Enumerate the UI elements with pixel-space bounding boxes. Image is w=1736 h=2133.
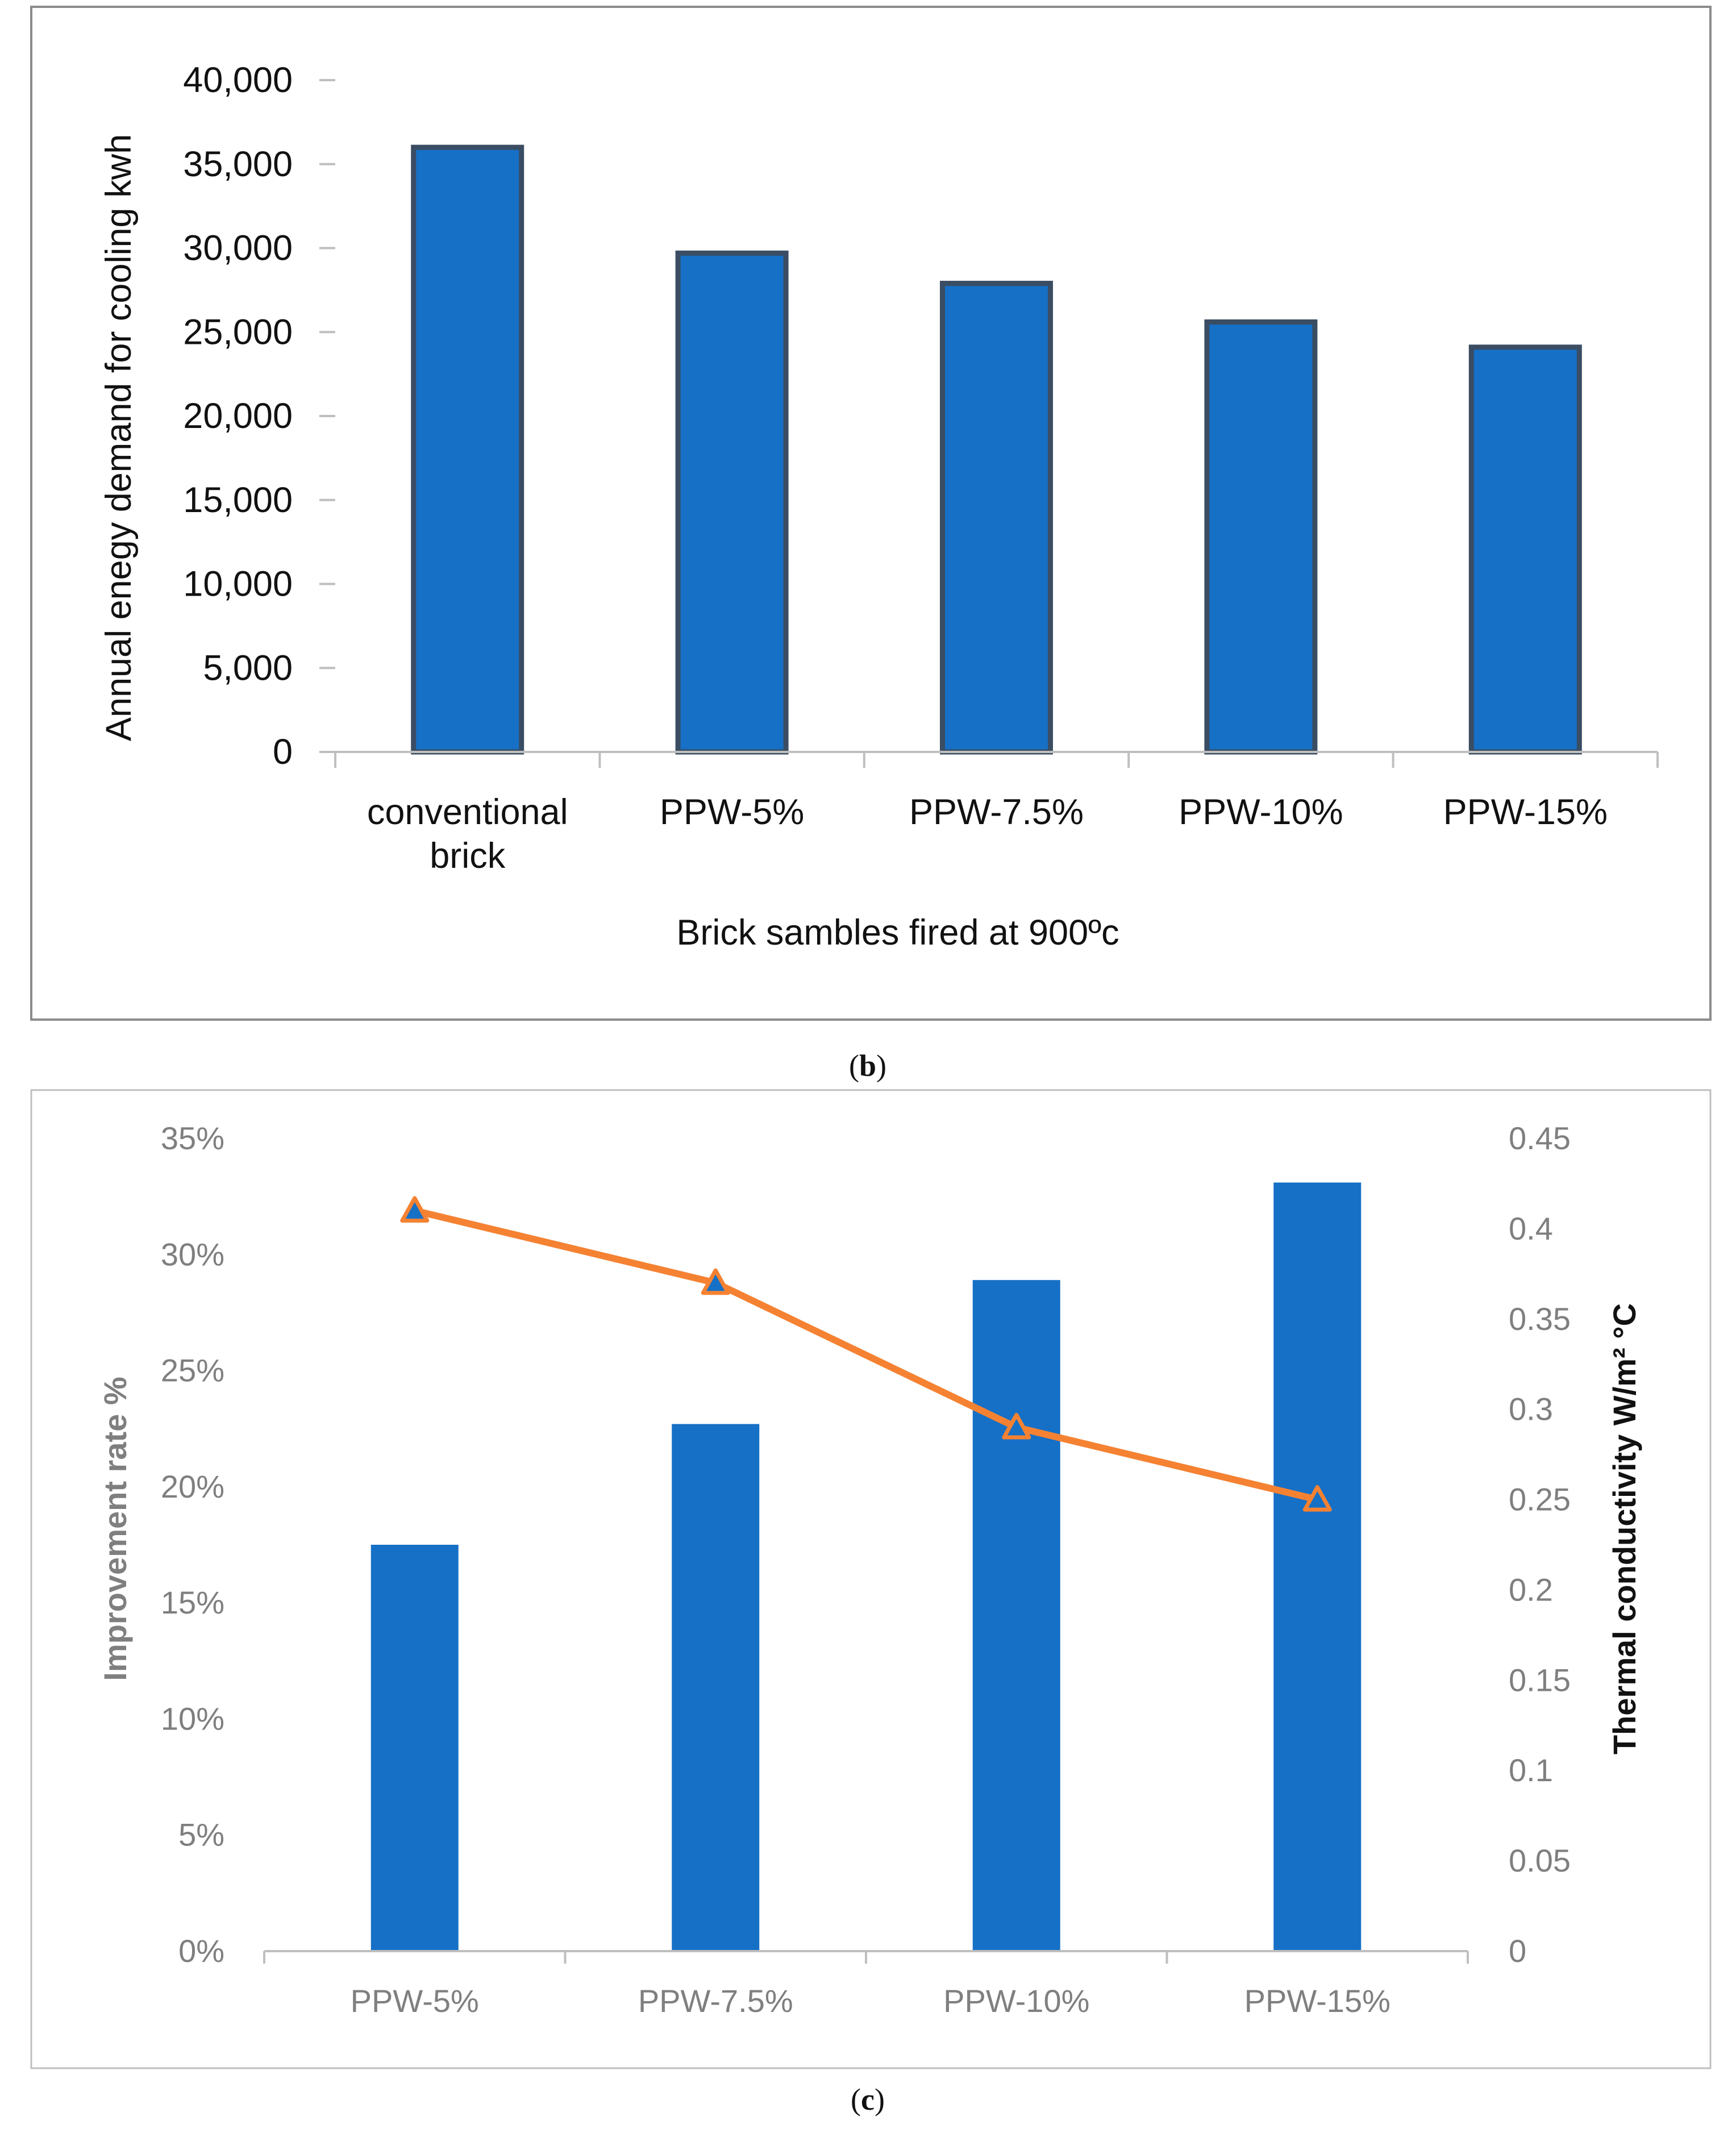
panel-c-right-tick-label: 0 [1509,1933,1526,1969]
panel-c-line-marker-triangle [1302,1485,1332,1512]
panel-c-bar [370,1545,459,1951]
panel-b-x-axis-labels: conventional brick PPW-5% PPW-7.5% PPW-10% PP… [367,792,1608,876]
caption-c: (c) [851,2082,885,2117]
panel-c-bar [1273,1182,1362,1951]
caption-b-letter: b [859,1049,876,1083]
panel-c-left-tick-label: 20% [161,1469,224,1504]
panel-c-right-axis-title: Thermal conductivity W/m² °C [1606,1303,1642,1754]
panel-c-line [414,1207,1318,1503]
panel-c-x-tick-label: PPW-7.5% [638,1983,793,2019]
panel-c-chart: 0% 5% 10% 15% 20% 25% 30% 35% 0 0.05 0.1 0.15 0.2 0.… [30,1089,1712,2069]
panel-b-x-tick-label: conventional brick [367,792,568,876]
panel-b-x-tick-label: PPW-15% [1443,792,1608,832]
panel-b-x-tick-label: PPW-7.5% [909,792,1084,832]
panel-c-left-tick-label: 0% [178,1933,224,1969]
panel-c-line-marker-triangle [1002,1412,1031,1440]
panel-c-line-series [400,1196,1332,1512]
panel-c-left-axis-title: Improvement rate % [97,1377,133,1681]
panel-c-right-tick-label: 0.1 [1509,1752,1553,1788]
panel-c-left-tick-label: 30% [161,1236,224,1272]
panel-c-right-tick-label: 0.25 [1509,1482,1571,1517]
panel-c-right-tick-label: 0.2 [1509,1571,1553,1607]
panel-b-x-tick-label: PPW-10% [1179,792,1343,832]
panel-c-frame [30,1089,1712,2069]
panel-b-y-tick-label: 25,000 [183,312,293,352]
panel-c-left-tick-label: 25% [161,1353,224,1388]
panel-b-x-tick-label: PPW-5% [660,792,804,832]
panel-c-left-tick-label: 5% [178,1817,224,1853]
panel-b-y-tick-label: 30,000 [183,228,293,268]
panel-b-bar [675,250,789,755]
panel-c-x-tick-label: PPW-5% [351,1983,479,2019]
panel-c-left-tick-label: 15% [161,1585,224,1620]
panel-c-left-tick-label: 35% [161,1120,224,1156]
panel-b-y-tick-label: 20,000 [183,396,293,436]
caption-c-letter: c [861,2082,875,2117]
panel-c-right-tick-label: 0.15 [1509,1662,1571,1698]
panel-c-x-tick-label: PPW-10% [943,1983,1089,2019]
panel-c-right-tick-label: 0.4 [1509,1211,1553,1246]
caption-b: (b) [849,1049,886,1083]
panel-b-y-tick-label: 15,000 [183,480,293,520]
panel-b-y-tick-label: 10,000 [183,564,293,604]
panel-b-bar [411,144,524,755]
panel-c-left-axis-ticks: 0% 5% 10% 15% 20% 25% 30% 35% [161,1120,224,1969]
panel-c-x-axis-labels: PPW-5% PPW-7.5% PPW-10% PPW-15% [351,1983,1391,2019]
panel-b-bar [1204,319,1318,755]
panel-b-bars [411,144,1582,755]
panel-c-line-marker-triangle [701,1268,730,1295]
panel-c-right-tick-label: 0.35 [1509,1301,1571,1337]
panel-b-chart: 0 5,000 10,000 15,000 20,000 25,000 30,000 35,0… [30,6,1712,1021]
panel-b-bar [940,281,1053,755]
panel-b-y-tick-label: 35,000 [183,144,293,184]
panel-c-x-axis-ticks [263,1951,1469,1964]
panel-c-line-marker-triangle [400,1196,430,1223]
panel-b-y-tick-label: 5,000 [203,648,293,688]
panel-c-right-tick-label: 0.3 [1509,1391,1553,1427]
panel-c-left-tick-label: 10% [161,1700,224,1736]
panel-c-bar [672,1424,760,1951]
panel-c-bar [972,1280,1060,1951]
panel-c-right-tick-label: 0.05 [1509,1843,1571,1878]
panel-b-y-axis-ticks: 0 5,000 10,000 15,000 20,000 25,000 30,000 35,0… [183,60,335,772]
panel-c-right-tick-label: 0.45 [1509,1120,1571,1156]
panel-c-x-tick-label: PPW-15% [1244,1983,1391,2019]
panel-b-x-axis-title: Brick sambles fired at 900ºc [676,913,1119,953]
panel-c-right-axis-ticks: 0 0.05 0.1 0.15 0.2 0.25 0.3 0.35 0.4 0.45 [1509,1120,1571,1969]
right-axis-title-text: Thermal conductivity W/m² °C [1606,1303,1642,1754]
panel-b-frame [30,6,1712,1021]
panel-b-y-tick-label: 0 [273,732,293,772]
panel-b-x-axis-ticks [334,752,1659,768]
panel-b-y-tick-label: 40,000 [183,60,293,100]
panel-c-bars [370,1182,1362,1951]
panel-b-bar [1468,344,1582,755]
panel-b-y-axis-title: Annual enegy demand for cooling kwh [99,134,139,741]
